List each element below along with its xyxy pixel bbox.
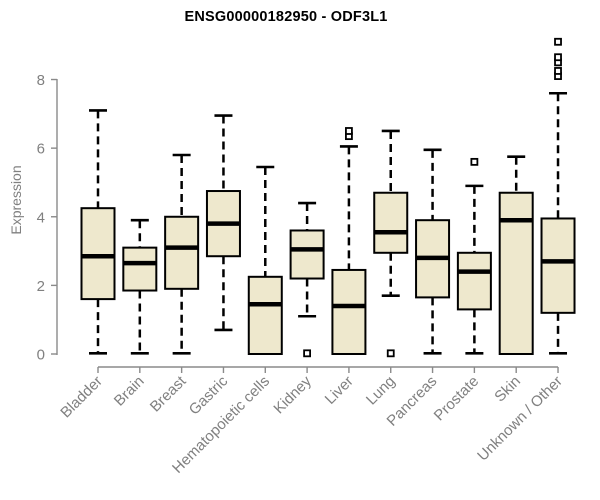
box-group: [122, 218, 158, 355]
outlier-point: [303, 349, 312, 358]
box-group: [247, 165, 283, 355]
x-tick-label: Breast: [147, 372, 190, 415]
box-group: [540, 37, 576, 355]
outlier-point: [554, 67, 562, 75]
outlier-point: [554, 37, 562, 46]
outlier-point: [386, 349, 395, 358]
box-group: [164, 153, 200, 355]
box-group: [498, 155, 534, 355]
y-tick-label: 8: [37, 72, 45, 89]
x-tick-label: Prostate: [431, 373, 483, 425]
box-rect: [498, 191, 534, 355]
x-tick-label-group: Kidney: [270, 372, 315, 417]
x-tick-label: Kidney: [270, 372, 315, 417]
x-tick-label-group: Brain: [111, 373, 148, 410]
x-tick-label: Brain: [111, 373, 148, 410]
x-tick-label-group: Breast: [147, 372, 190, 415]
x-tick-label: Lung: [363, 373, 399, 409]
box-group: [415, 148, 451, 355]
x-tick-label-group: Liver: [322, 373, 357, 408]
x-tick-label: Skin: [491, 373, 524, 406]
box-group: [373, 129, 409, 358]
x-tick-label: Liver: [322, 373, 357, 408]
y-tick-label: 2: [37, 278, 45, 295]
outlier-point: [345, 127, 353, 135]
box-rect: [122, 246, 158, 292]
box-rect: [456, 251, 492, 311]
outlier-point: [554, 53, 562, 62]
box-rect: [373, 191, 409, 254]
y-tick-label: 0: [37, 347, 45, 364]
box-group: [80, 109, 116, 355]
box-rect: [164, 215, 200, 290]
x-tick-label-group: Bladder: [57, 373, 106, 422]
x-tick-label-group: Lung: [363, 373, 399, 409]
outlier-point: [470, 157, 479, 166]
y-axis-title: Expression: [8, 165, 24, 235]
x-tick-label: Bladder: [57, 373, 106, 422]
box-group: [289, 201, 325, 358]
box-group: [205, 114, 241, 332]
y-tick-label: 6: [37, 141, 45, 158]
chart-title: ENSG00000182950 - ODF3L1: [184, 9, 388, 25]
y-tick-label: 4: [37, 209, 45, 226]
box-rect: [289, 229, 325, 280]
box-group: [456, 157, 492, 355]
box-rect: [331, 268, 367, 355]
box-group: [331, 127, 367, 355]
box-rect: [80, 207, 116, 301]
x-tick-label-group: Prostate: [431, 373, 483, 425]
box-rect: [247, 275, 283, 355]
box-rect: [540, 217, 576, 314]
x-tick-label-group: Skin: [491, 373, 524, 406]
